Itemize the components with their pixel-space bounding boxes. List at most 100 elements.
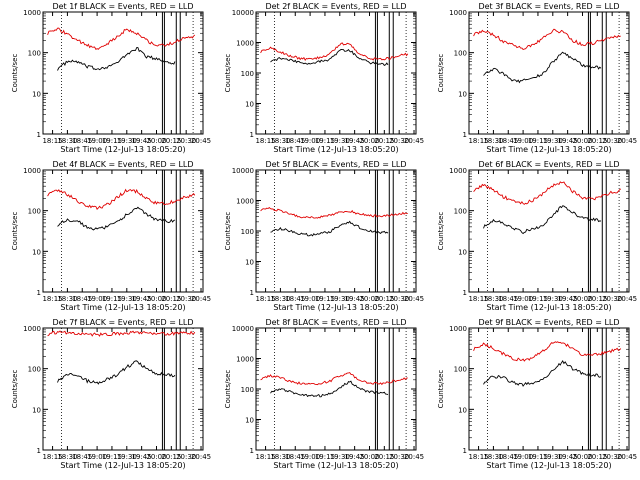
x-tick-label: 19:30 bbox=[543, 295, 563, 303]
x-tick-label: 19:30 bbox=[330, 137, 350, 145]
events-series-line bbox=[483, 359, 602, 387]
y-tick-label: 100 bbox=[28, 366, 41, 374]
x-axis-label: Start Time (12-Jul-13 18:05:20) bbox=[273, 303, 398, 312]
x-tick-label: 18:45 bbox=[498, 453, 518, 461]
x-tick-label: 19:00 bbox=[513, 295, 533, 303]
x-tick-label: 18:30 bbox=[57, 295, 77, 303]
x-tick-label: 19:45 bbox=[558, 137, 578, 145]
y-tick-label: 1 bbox=[463, 447, 467, 455]
x-tick-label: 20:00 bbox=[359, 453, 379, 461]
y-tick-label: 1000 bbox=[236, 356, 254, 364]
x-tick-label: 19:45 bbox=[132, 453, 152, 461]
x-tick-label: 19:15 bbox=[315, 453, 335, 461]
events-series-line bbox=[57, 47, 176, 71]
y-tick-label: 1 bbox=[37, 289, 41, 297]
x-tick-label: 19:30 bbox=[543, 453, 563, 461]
x-tick-label: 19:15 bbox=[102, 453, 122, 461]
y-tick-label: 1 bbox=[37, 131, 41, 139]
x-tick-label: 19:00 bbox=[513, 453, 533, 461]
x-tick-label: 19:30 bbox=[117, 453, 137, 461]
panel-title: Det 5f BLACK = Events, RED = LLD bbox=[265, 160, 406, 169]
x-tick-label: 20:30 bbox=[389, 137, 409, 145]
detector-panel: Det 1f BLACK = Events, RED = LLD 1 10 100 10… bbox=[11, 2, 211, 154]
x-tick-label: 20:30 bbox=[176, 453, 196, 461]
x-tick-label: 18:45 bbox=[285, 137, 305, 145]
x-axis-label: Start Time (12-Jul-13 18:05:20) bbox=[486, 461, 611, 470]
events-series-line bbox=[270, 48, 389, 66]
panel-title: Det 2f BLACK = Events, RED = LLD bbox=[265, 2, 406, 11]
lld-series-line bbox=[473, 28, 621, 51]
y-tick-label: 10 bbox=[458, 90, 467, 98]
detector-panel: Det 4f BLACK = Events, RED = LLD 1 10 100 10… bbox=[11, 160, 211, 312]
x-tick-label: 19:00 bbox=[87, 453, 107, 461]
y-tick-label: 1000 bbox=[23, 9, 41, 17]
y-tick-label: 10 bbox=[32, 248, 41, 256]
x-tick-label: 19:30 bbox=[117, 295, 137, 303]
x-tick-label: 20:00 bbox=[146, 137, 166, 145]
panels-group: Det 1f BLACK = Events, RED = LLD 1 10 100 10… bbox=[11, 2, 637, 470]
panel-title: Det 4f BLACK = Events, RED = LLD bbox=[52, 160, 193, 169]
plot-frame bbox=[42, 327, 204, 451]
x-tick-label: 19:00 bbox=[300, 453, 320, 461]
x-tick-label: 18:45 bbox=[72, 137, 92, 145]
plot-frame bbox=[468, 169, 630, 293]
x-tick-label: 20:30 bbox=[602, 453, 622, 461]
panel-title: Det 7f BLACK = Events, RED = LLD bbox=[52, 318, 193, 327]
x-axis-label: Start Time (12-Jul-13 18:05:20) bbox=[273, 461, 398, 470]
x-tick-label: 20:45 bbox=[617, 137, 637, 145]
x-tick-label: 19:00 bbox=[87, 295, 107, 303]
x-tick-label: 20:30 bbox=[602, 137, 622, 145]
detector-panel: Det 9f BLACK = Events, RED = LLD 1 10 100 10… bbox=[437, 318, 637, 470]
events-series-line bbox=[57, 360, 176, 385]
y-axis-label: Counts/sec bbox=[11, 54, 19, 93]
plot-frame bbox=[468, 327, 630, 451]
x-axis-label: Start Time (12-Jul-13 18:05:20) bbox=[486, 303, 611, 312]
y-tick-label: 1000 bbox=[236, 198, 254, 206]
y-axis-label: Counts/sec bbox=[437, 54, 445, 93]
lld-series-line bbox=[260, 372, 408, 386]
panel-title: Det 3f BLACK = Events, RED = LLD bbox=[478, 2, 619, 11]
x-tick-label: 20:30 bbox=[389, 453, 409, 461]
y-tick-label: 10000 bbox=[232, 325, 254, 333]
panel-title: Det 8f BLACK = Events, RED = LLD bbox=[265, 318, 406, 327]
x-tick-label: 18:15 bbox=[255, 137, 275, 145]
x-tick-label: 20:15 bbox=[374, 137, 394, 145]
x-tick-label: 19:00 bbox=[513, 137, 533, 145]
x-tick-label: 18:15 bbox=[255, 453, 275, 461]
x-tick-label: 20:45 bbox=[191, 137, 211, 145]
x-tick-label: 19:30 bbox=[543, 137, 563, 145]
x-tick-label: 18:15 bbox=[42, 137, 62, 145]
y-tick-label: 10 bbox=[245, 417, 254, 425]
x-tick-label: 18:30 bbox=[270, 295, 290, 303]
y-tick-label: 1 bbox=[463, 289, 467, 297]
y-tick-label: 1000 bbox=[449, 325, 467, 333]
x-tick-label: 18:45 bbox=[498, 295, 518, 303]
x-tick-label: 18:30 bbox=[483, 453, 503, 461]
y-tick-label: 10 bbox=[32, 406, 41, 414]
x-tick-label: 20:00 bbox=[359, 137, 379, 145]
events-series-line bbox=[57, 206, 176, 231]
y-tick-label: 1 bbox=[250, 447, 254, 455]
x-axis-label: Start Time (12-Jul-13 18:05:20) bbox=[60, 303, 185, 312]
x-tick-label: 19:30 bbox=[330, 453, 350, 461]
x-tick-label: 18:15 bbox=[468, 453, 488, 461]
y-tick-label: 10 bbox=[458, 406, 467, 414]
x-axis-label: Start Time (12-Jul-13 18:05:20) bbox=[486, 145, 611, 154]
x-tick-label: 19:45 bbox=[558, 453, 578, 461]
lld-series-line bbox=[473, 341, 622, 362]
plot-frame bbox=[468, 11, 630, 135]
y-tick-label: 100 bbox=[454, 366, 467, 374]
y-tick-label: 10 bbox=[32, 90, 41, 98]
x-tick-label: 20:00 bbox=[359, 295, 379, 303]
x-tick-label: 20:15 bbox=[587, 137, 607, 145]
x-tick-label: 19:15 bbox=[315, 295, 335, 303]
y-tick-label: 100 bbox=[28, 208, 41, 216]
x-tick-label: 20:15 bbox=[587, 295, 607, 303]
lld-series-line bbox=[260, 207, 408, 219]
x-tick-label: 19:30 bbox=[117, 137, 137, 145]
panel-title: Det 6f BLACK = Events, RED = LLD bbox=[478, 160, 619, 169]
x-tick-label: 20:30 bbox=[389, 295, 409, 303]
x-tick-label: 20:30 bbox=[176, 137, 196, 145]
x-tick-label: 18:30 bbox=[483, 295, 503, 303]
